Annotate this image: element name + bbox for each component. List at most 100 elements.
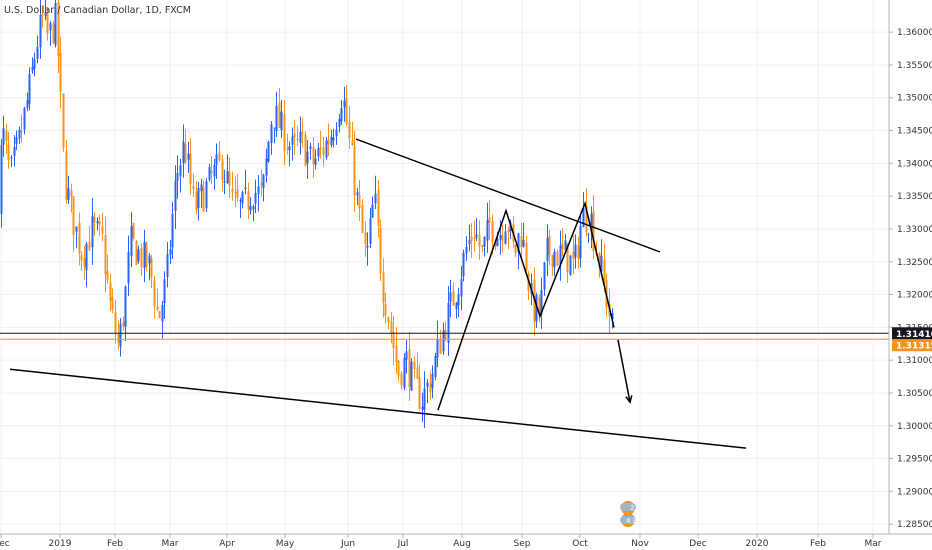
candle-down bbox=[7, 144, 10, 161]
event-badge[interactable]: 2 4 3 bbox=[620, 501, 636, 527]
x-tick-label: 2019 bbox=[49, 539, 72, 549]
candle-down bbox=[585, 206, 588, 233]
candle-down bbox=[538, 297, 541, 316]
drawings bbox=[9, 138, 747, 449]
candle-up bbox=[335, 129, 338, 137]
candle-down bbox=[59, 52, 62, 92]
candle-down bbox=[473, 237, 476, 239]
candle-down bbox=[592, 211, 595, 252]
x-tick-label: Apr bbox=[219, 539, 235, 549]
candle-up bbox=[254, 192, 257, 204]
candle-down bbox=[132, 223, 135, 239]
candle-down bbox=[192, 186, 195, 190]
candle-up bbox=[273, 127, 276, 129]
candle-up bbox=[96, 221, 99, 224]
candle-down bbox=[304, 134, 307, 166]
candle-up bbox=[182, 141, 185, 164]
candle-down bbox=[52, 23, 55, 43]
candle-down bbox=[293, 134, 296, 138]
candle-down bbox=[572, 251, 575, 260]
candle-up bbox=[13, 147, 16, 156]
candle-up bbox=[49, 23, 52, 31]
candle-up bbox=[434, 355, 437, 377]
candle-down bbox=[551, 254, 554, 267]
event-count-2: 4 bbox=[626, 517, 631, 525]
candle-down bbox=[561, 243, 564, 250]
candle-down bbox=[158, 311, 161, 319]
candle-up bbox=[504, 231, 507, 244]
candle-up bbox=[205, 181, 208, 209]
candle-up bbox=[455, 302, 458, 310]
candle-up bbox=[559, 245, 562, 265]
candle-up bbox=[169, 249, 172, 255]
candle-up bbox=[543, 262, 546, 290]
candle-down bbox=[384, 303, 387, 316]
candle-up bbox=[200, 184, 203, 192]
candle-up bbox=[267, 141, 270, 162]
candle-down bbox=[361, 204, 364, 233]
candle-up bbox=[574, 244, 577, 258]
candle-down bbox=[525, 242, 528, 270]
candle-down bbox=[236, 189, 239, 198]
candle-up bbox=[54, 3, 57, 45]
candle-up bbox=[522, 239, 525, 247]
candle-up bbox=[265, 158, 268, 176]
upper-trendline[interactable] bbox=[355, 138, 661, 253]
x-tick-label: Jul bbox=[397, 539, 409, 549]
candle-down bbox=[145, 242, 148, 268]
candle-down bbox=[577, 245, 580, 259]
candle-up bbox=[197, 187, 200, 208]
candle-up bbox=[119, 323, 122, 347]
candle-down bbox=[301, 132, 304, 134]
x-tick-label: Oct bbox=[572, 539, 588, 549]
candle-up bbox=[241, 192, 244, 204]
candle-down bbox=[379, 227, 382, 274]
candle-down bbox=[296, 138, 299, 141]
candle-up bbox=[611, 312, 614, 320]
down-arrow-line[interactable] bbox=[617, 339, 631, 403]
candle-down bbox=[444, 329, 447, 340]
candle-down bbox=[278, 102, 281, 128]
candle-up bbox=[517, 233, 520, 252]
candle-up bbox=[130, 226, 133, 257]
x-tick-label: 2020 bbox=[746, 539, 769, 549]
candle-down bbox=[598, 253, 601, 268]
candle-down bbox=[345, 97, 348, 124]
candle-up bbox=[449, 292, 452, 302]
candle-up bbox=[426, 382, 429, 387]
x-tick-label: Mar bbox=[162, 539, 179, 549]
candle-up bbox=[223, 180, 226, 183]
candle-down bbox=[189, 154, 192, 185]
candle-up bbox=[421, 406, 424, 410]
candle-up bbox=[280, 111, 283, 131]
y-tick-label: 1.31000 bbox=[897, 356, 932, 366]
grid bbox=[0, 0, 889, 534]
candle-down bbox=[429, 383, 432, 392]
candle-up bbox=[176, 172, 179, 181]
lower-trendline[interactable] bbox=[9, 368, 747, 449]
candle-down bbox=[478, 234, 481, 247]
candle-up bbox=[436, 338, 439, 358]
candle-down bbox=[358, 194, 361, 209]
candle-up bbox=[226, 170, 229, 184]
candle-down bbox=[390, 321, 393, 334]
candle-up bbox=[208, 167, 211, 180]
candle-down bbox=[408, 348, 411, 387]
candle-down bbox=[195, 191, 198, 211]
candle-up bbox=[600, 255, 603, 272]
candle-up bbox=[91, 216, 94, 248]
candle-up bbox=[0, 145, 3, 214]
candle-down bbox=[80, 255, 83, 261]
candle-down bbox=[392, 332, 395, 349]
candle-up bbox=[587, 233, 590, 235]
candle-up bbox=[590, 213, 593, 233]
candle-up bbox=[137, 249, 140, 262]
x-tick-label: May bbox=[276, 539, 295, 549]
candle-up bbox=[171, 213, 174, 248]
candle-down bbox=[156, 306, 159, 310]
candle-down bbox=[20, 131, 23, 133]
candle-down bbox=[566, 243, 569, 273]
candle-down bbox=[65, 151, 68, 200]
pattern-zigzag[interactable] bbox=[437, 200, 615, 411]
